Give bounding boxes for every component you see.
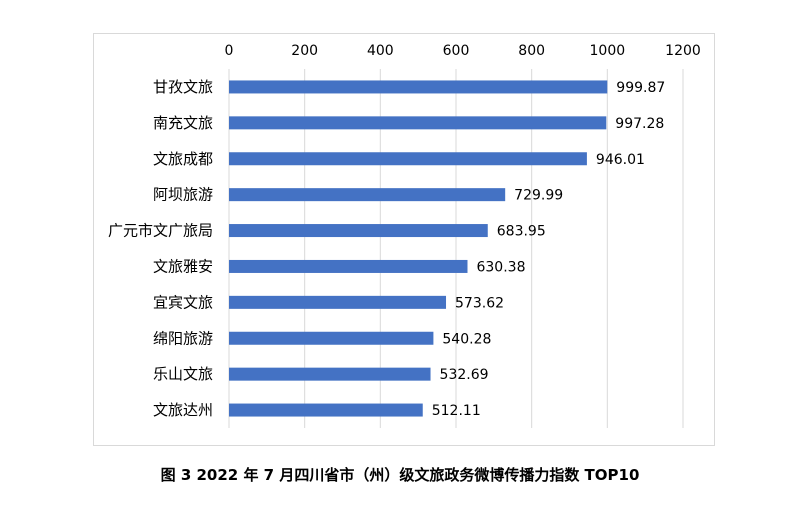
data-label: 532.69	[440, 367, 489, 383]
data-label: 683.95	[497, 224, 546, 240]
category-label: 绵阳旅游	[153, 329, 213, 347]
x-axis-ticks: 0 200 400 600 800 1000 1200	[225, 43, 701, 59]
category-label: 宜宾文旅	[153, 293, 213, 311]
category-labels: 甘孜文旅南充文旅文旅成都阿坝旅游广元市文广旅局文旅雅安宜宾文旅绵阳旅游乐山文旅文…	[108, 78, 213, 419]
category-label: 甘孜文旅	[153, 78, 213, 96]
data-labels: 999.87 997.28 946.01 729.99 683.95 630.38 573.…	[432, 80, 666, 419]
category-label: 阿坝旅游	[153, 186, 213, 204]
x-tick-label: 600	[443, 43, 470, 59]
category-label: 乐山文旅	[153, 365, 213, 383]
x-tick-label: 200	[291, 43, 318, 59]
bar	[229, 295, 447, 309]
data-label: 512.11	[432, 403, 481, 419]
bars	[229, 80, 608, 417]
bar	[229, 116, 607, 130]
data-label: 573.62	[455, 295, 504, 311]
figure-caption: 图 3 2022 年 7 月四川省市（州）级文旅政务微博传播力指数 TOP10	[160, 466, 640, 484]
category-label: 广元市文广旅局	[108, 222, 213, 240]
data-label: 630.38	[476, 259, 525, 275]
bar	[229, 331, 434, 345]
bar	[229, 224, 488, 238]
bar	[229, 152, 587, 166]
data-label: 999.87	[616, 80, 665, 96]
chart-frame	[93, 33, 715, 446]
data-label: 729.99	[514, 188, 563, 204]
x-tick-label: 400	[367, 43, 394, 59]
data-label: 997.28	[615, 116, 664, 132]
category-label: 文旅成都	[153, 150, 213, 168]
data-label: 540.28	[442, 331, 491, 347]
bar	[229, 188, 506, 202]
x-tick-label: 1200	[665, 43, 701, 59]
bar	[229, 367, 431, 381]
bar	[229, 403, 423, 417]
x-tick-label: 800	[518, 43, 545, 59]
bar	[229, 80, 608, 94]
bar	[229, 259, 468, 273]
data-label: 946.01	[596, 152, 645, 168]
category-label: 文旅雅安	[153, 257, 213, 275]
category-label: 南充文旅	[153, 114, 213, 132]
x-tick-label: 0	[225, 43, 234, 59]
x-tick-label: 1000	[590, 43, 626, 59]
category-label: 文旅达州	[153, 401, 213, 419]
